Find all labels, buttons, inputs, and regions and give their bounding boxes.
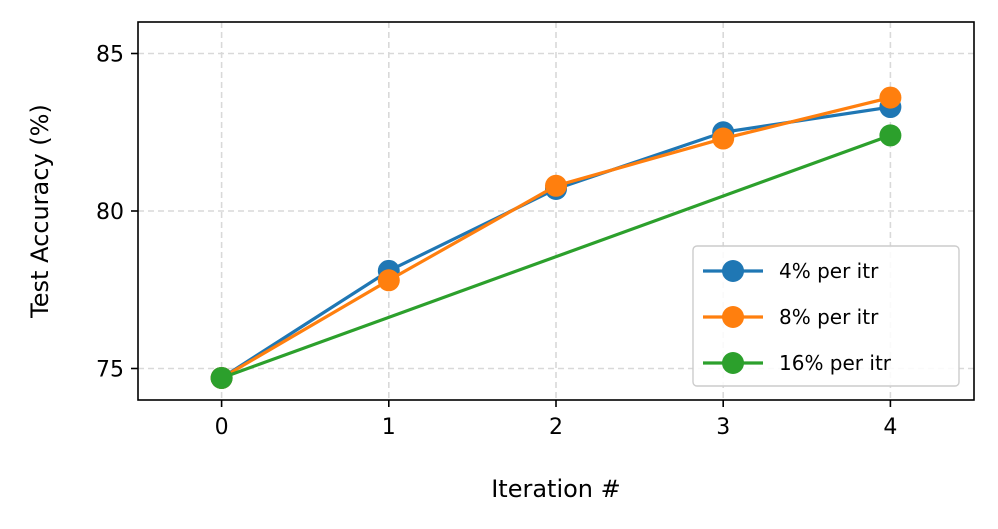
legend-swatch-marker	[722, 306, 744, 328]
x-tick-label: 1	[382, 415, 396, 440]
x-tick-label: 0	[215, 415, 229, 440]
y-axis-label: Test Accuracy (%)	[26, 104, 54, 319]
data-point	[210, 366, 233, 389]
data-point	[712, 127, 735, 150]
legend-item: 8% per itr	[703, 305, 879, 329]
y-tick-label: 75	[96, 358, 124, 383]
legend-swatch-marker	[722, 352, 744, 374]
x-axis-label: Iteration #	[491, 475, 621, 503]
data-point	[879, 86, 902, 109]
x-tick-label: 2	[549, 415, 563, 440]
x-tick-label: 4	[883, 415, 897, 440]
x-tick-label: 3	[716, 415, 730, 440]
legend-label: 4% per itr	[779, 259, 879, 283]
legend: 4% per itr 8% per itr 16% per itr	[692, 245, 960, 387]
legend-label: 8% per itr	[779, 305, 879, 329]
data-point	[545, 174, 567, 197]
y-tick-label: 80	[96, 200, 124, 225]
data-point	[377, 269, 400, 292]
x-axis-ticks: 0 1 2 3 4	[215, 400, 897, 440]
series-2	[210, 124, 902, 389]
y-axis-ticks: 75 80 85	[96, 43, 138, 383]
data-point	[879, 124, 902, 147]
legend-label: 16% per itr	[779, 351, 892, 375]
legend-swatch-marker	[722, 260, 744, 282]
series-line	[221, 133, 891, 380]
legend-item: 4% per itr	[703, 259, 879, 283]
series-layer	[210, 86, 902, 389]
legend-box	[692, 245, 960, 387]
legend-item: 16% per itr	[703, 351, 892, 375]
y-tick-label: 85	[96, 43, 124, 68]
